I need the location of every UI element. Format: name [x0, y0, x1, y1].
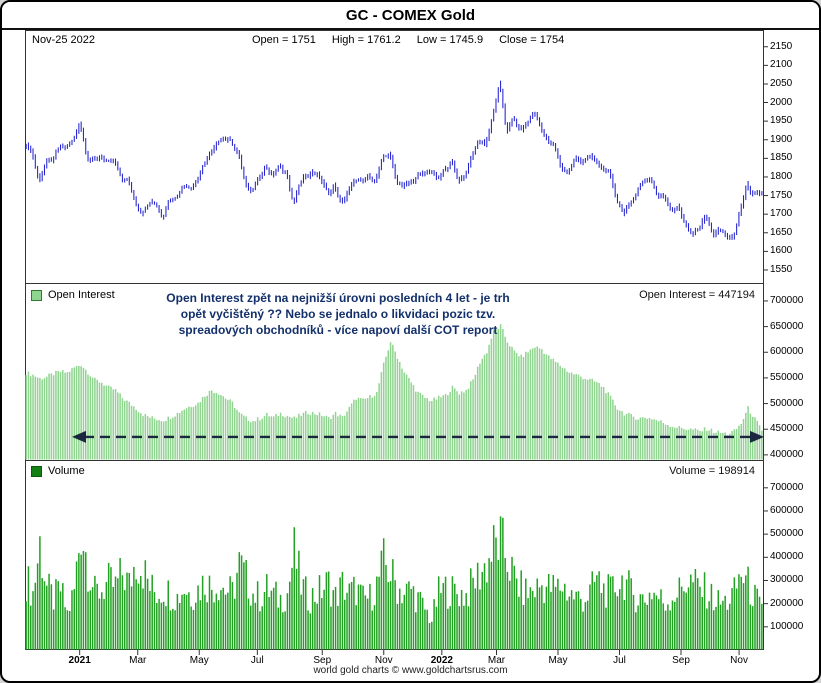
annotation-line-3: spreadových obchodníků - více napoví dal…: [178, 323, 498, 337]
oi-y-tick-label: 550000: [770, 371, 804, 383]
annotation-line-1: Open Interest zpět na nejnižší úrovni po…: [166, 291, 510, 305]
volume-y-tick-label: 300000: [770, 574, 804, 586]
x-tick-label-mar: Mar: [129, 655, 147, 666]
price-y-tick-label: 2000: [770, 96, 793, 108]
price-y-tick-label: 1950: [770, 115, 793, 127]
oi-value-label: Open Interest = 447194: [639, 289, 755, 301]
price-y-tick-label: 1550: [770, 263, 793, 275]
oi-legend-swatch: [31, 289, 42, 301]
volume-y-tick-label: 200000: [770, 597, 804, 609]
price-y-tick-label: 1650: [770, 226, 793, 238]
open-interest-bars: [25, 324, 763, 460]
price-y-tick-label: 2100: [770, 59, 793, 71]
volume-y-tick-label: 400000: [770, 551, 804, 563]
price-y-tick-label: 1600: [770, 245, 793, 257]
volume-value-label: Volume = 198914: [669, 465, 755, 477]
x-tick-label-jul: Jul: [613, 655, 626, 666]
x-tick-label-sep: Sep: [313, 655, 332, 666]
volume-bars: [25, 516, 763, 650]
oi-y-tick-label: 450000: [770, 423, 804, 435]
volume-legend-swatch: [31, 465, 42, 477]
annotation-line-2: opět vyčištěný ?? Nebo se jednalo o likv…: [180, 307, 496, 321]
oi-y-tick-label: 500000: [770, 397, 804, 409]
date-label: Nov-25 2022: [32, 34, 95, 46]
arrow-right-head-icon: [750, 430, 764, 443]
oi-y-tick-label: 650000: [770, 320, 804, 332]
volume-y-tick-label: 600000: [770, 504, 804, 516]
price-bars: [25, 80, 763, 240]
volume-legend-label: Volume: [48, 465, 85, 477]
open-value: Open = 1751: [252, 34, 316, 46]
volume-y-tick-label: 700000: [770, 481, 804, 493]
oi-y-tick-label: 400000: [770, 448, 804, 460]
close-value: Close = 1754: [499, 34, 565, 46]
x-tick-label-may: May: [548, 655, 568, 666]
x-tick-label-nov: Nov: [730, 655, 748, 666]
arrow-left-head-icon: [72, 430, 86, 443]
oi-legend-label: Open Interest: [48, 289, 115, 301]
volume-y-tick-label: 100000: [770, 620, 804, 632]
footer-credit: world gold charts © www.goldchartsrus.co…: [313, 665, 508, 676]
x-tick-label-nov: Nov: [374, 655, 393, 666]
x-tick-label-may: May: [189, 655, 209, 666]
window-title: GC - COMEX Gold: [2, 2, 819, 30]
high-value: High = 1761.2: [331, 34, 401, 46]
oi-annotation: Open Interest zpět na nejnižší úrovni po…: [142, 290, 534, 338]
price-y-tick-label: 1800: [770, 170, 793, 182]
oi-y-tick-label: 700000: [770, 294, 804, 306]
oi-y-tick-label: 600000: [770, 346, 804, 358]
price-y-tick-label: 1700: [770, 208, 793, 220]
low-value: Low = 1745.9: [416, 34, 484, 46]
x-tick-label-mar: Mar: [487, 655, 506, 666]
volume-y-tick-label: 500000: [770, 528, 804, 540]
x-tick-label-jul: Jul: [250, 655, 264, 666]
price-y-tick-label: 2050: [770, 77, 793, 89]
price-y-tick-label: 1750: [770, 189, 793, 201]
x-tick-label-2022: 2022: [430, 655, 453, 666]
price-y-tick-label: 2150: [770, 40, 793, 52]
price-y-tick-label: 1850: [770, 152, 793, 164]
ohlc-info: Open = 1751 High = 1761.2 Low = 1745.9 C…: [252, 34, 564, 46]
volume-legend: Volume: [31, 465, 85, 477]
x-tick-label-2021: 2021: [68, 655, 91, 666]
oi-legend: Open Interest: [31, 289, 115, 301]
x-tick-label-sep: Sep: [672, 655, 690, 666]
price-y-tick-label: 1900: [770, 133, 793, 145]
